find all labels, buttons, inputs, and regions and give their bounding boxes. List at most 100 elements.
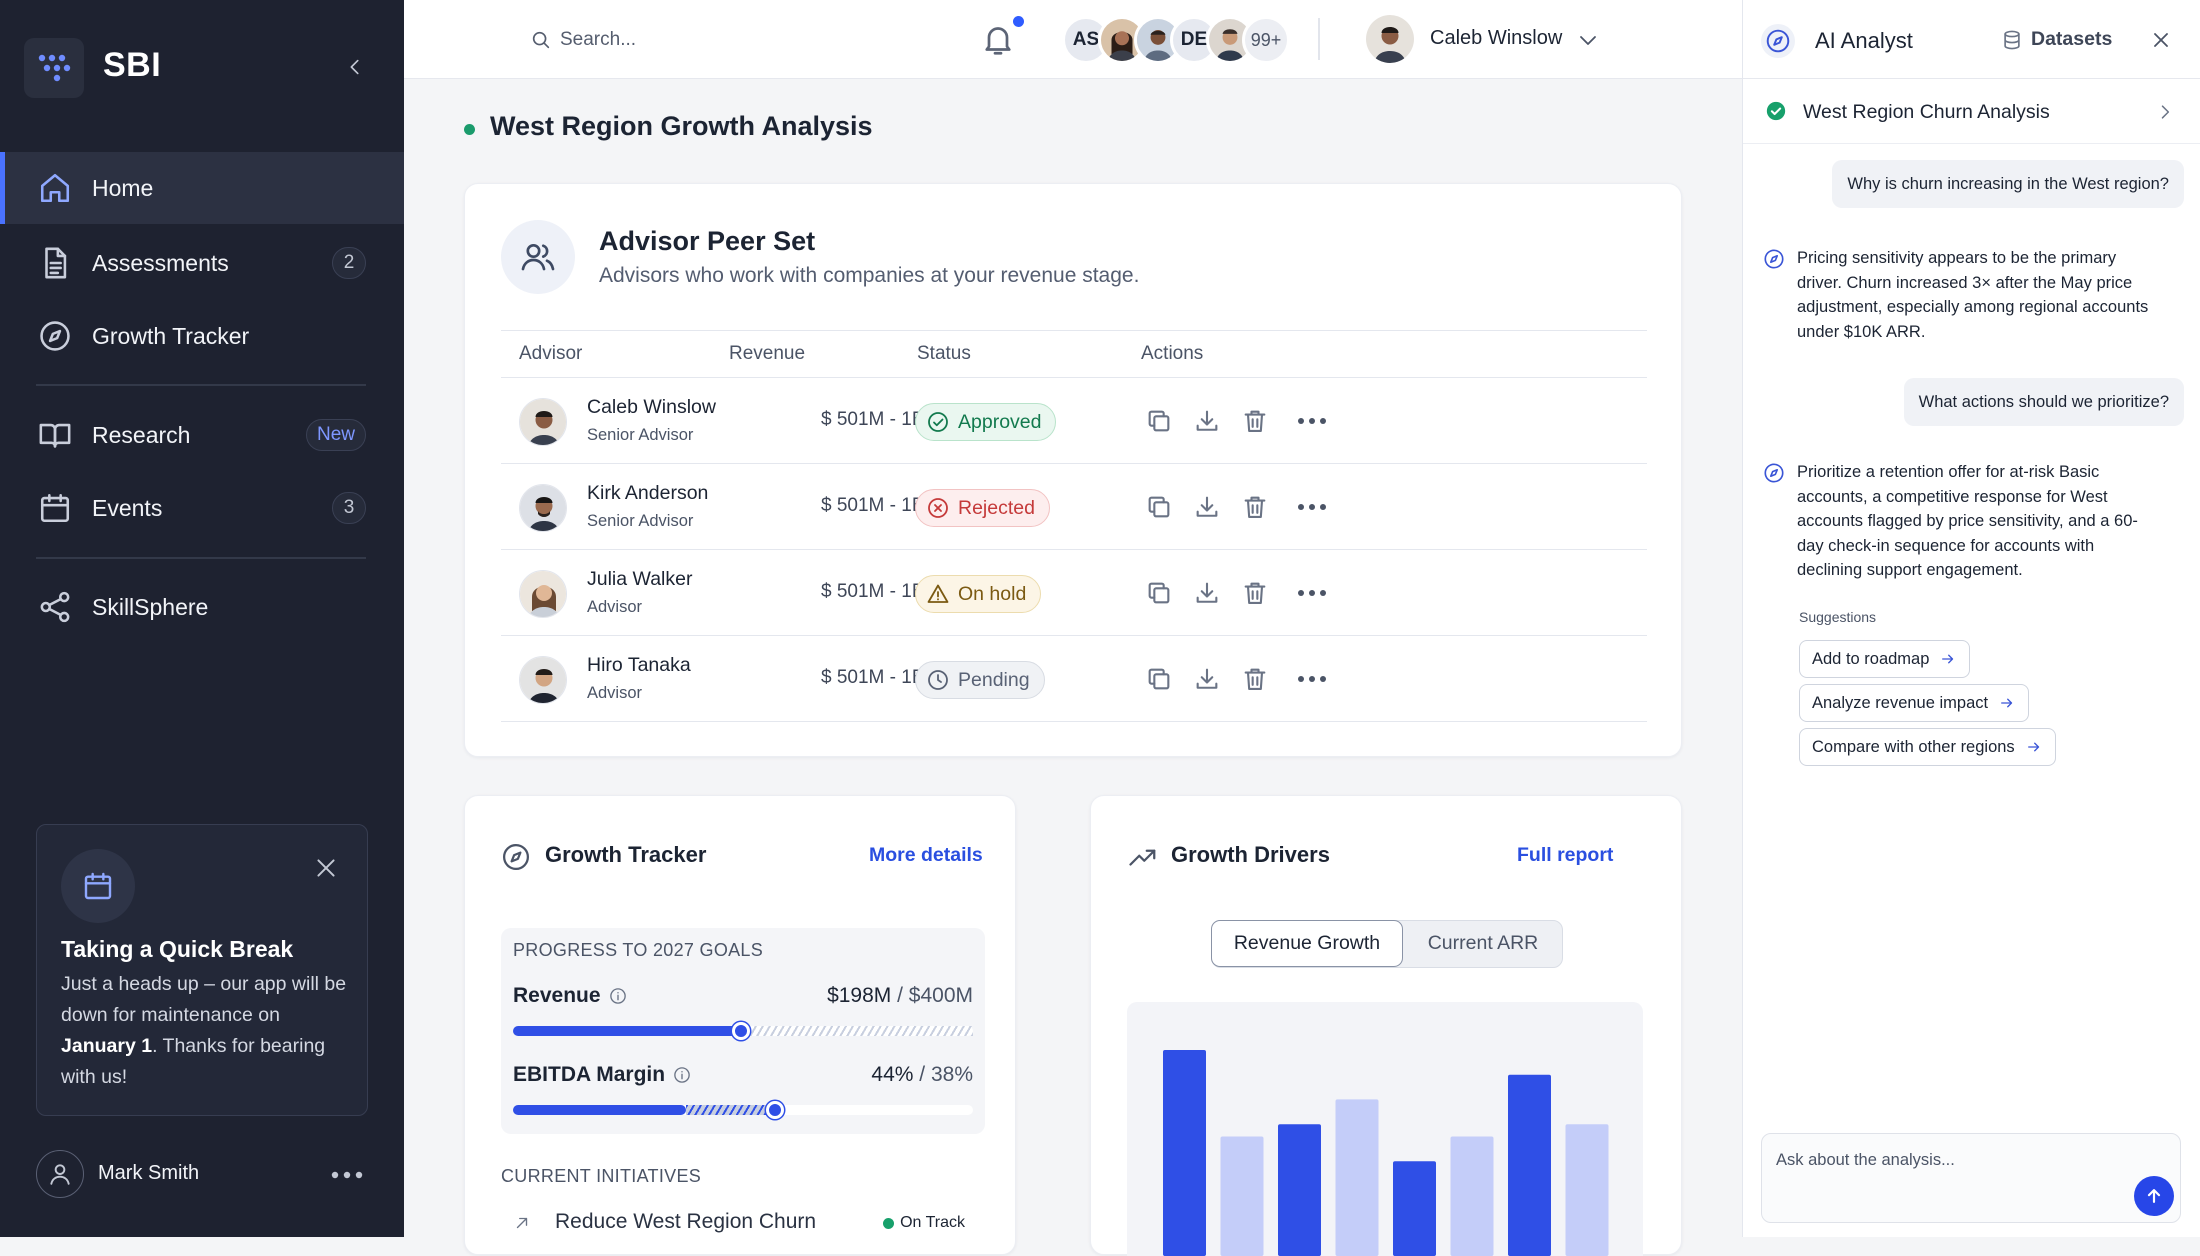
info-icon[interactable] <box>673 1066 691 1084</box>
arrow-right-icon <box>1998 694 2016 712</box>
advisor-name: Caleb Winslow <box>587 396 716 419</box>
sidebar-item-label: Assessments <box>92 250 229 277</box>
table-row: Hiro Tanaka Advisor $ 501M - 1B USD Pend… <box>501 636 1647 722</box>
sidebar-item-label: Events <box>92 495 162 522</box>
copy-icon[interactable] <box>1145 579 1173 607</box>
suggestion-chip[interactable]: Analyze revenue impact <box>1799 684 2029 722</box>
avatar <box>519 570 567 618</box>
compass-icon <box>1763 248 1785 270</box>
copy-icon[interactable] <box>1145 493 1173 521</box>
profile-avatar[interactable] <box>1366 15 1414 63</box>
goals-label: PROGRESS TO 2027 GOALS <box>513 940 763 961</box>
initiative-item[interactable]: Reduce West Region Churn On Track <box>501 1208 985 1238</box>
notice-title: Taking a Quick Break <box>61 936 293 963</box>
chart-bar <box>1278 1124 1321 1256</box>
advisor-name: Hiro Tanaka <box>587 654 691 677</box>
compass-icon <box>1761 24 1795 58</box>
trash-icon[interactable] <box>1241 493 1269 521</box>
thread-title: West Region Churn Analysis <box>1803 101 2050 124</box>
progress-knob[interactable] <box>732 1022 750 1040</box>
copy-icon[interactable] <box>1145 407 1173 435</box>
status-badge: Pending <box>915 661 1045 699</box>
trash-icon[interactable] <box>1241 407 1269 435</box>
thread-item[interactable]: West Region Churn Analysis <box>1743 80 2200 144</box>
download-icon[interactable] <box>1193 493 1221 521</box>
chevron-down-icon[interactable] <box>1576 28 1600 52</box>
database-icon <box>2001 29 2023 51</box>
card-title: Growth Tracker <box>545 842 706 868</box>
sidebar-item-assessments[interactable]: Assessments 2 <box>0 227 404 299</box>
tab-current-arr[interactable]: Current ARR <box>1404 921 1562 966</box>
download-icon[interactable] <box>1193 579 1221 607</box>
goals-progress-panel: PROGRESS TO 2027 GOALS Revenue $198M / $… <box>501 928 985 1134</box>
advisor-peer-set-card: Advisor Peer Set Advisors who work with … <box>464 183 1682 757</box>
warning-icon <box>926 582 950 606</box>
chart-bar <box>1336 1099 1379 1256</box>
divider <box>1318 18 1320 60</box>
status-badge: Approved <box>915 403 1056 441</box>
notification-bell-icon[interactable] <box>980 20 1016 58</box>
more-icon[interactable] <box>1295 490 1329 524</box>
search-input[interactable] <box>560 26 820 54</box>
sidebar-item-events[interactable]: Events 3 <box>0 472 404 544</box>
chart-bar <box>1221 1137 1264 1256</box>
column-header: Advisor <box>519 343 582 365</box>
close-icon[interactable] <box>313 855 339 881</box>
download-icon[interactable] <box>1193 407 1221 435</box>
info-icon[interactable] <box>609 987 627 1005</box>
more-icon[interactable] <box>330 1170 364 1180</box>
collapse-sidebar-icon[interactable] <box>344 56 366 78</box>
tab-revenue-growth[interactable]: Revenue Growth <box>1211 920 1403 967</box>
card-subtitle: Advisors who work with companies at your… <box>599 264 1139 288</box>
initiative-status: On Track <box>883 1214 965 1232</box>
datasets-button[interactable]: Datasets <box>2001 28 2112 51</box>
send-button[interactable] <box>2134 1176 2174 1216</box>
more-icon[interactable] <box>1295 404 1329 438</box>
column-header: Status <box>917 343 971 365</box>
more-collaborators-count: 99+ <box>1242 16 1290 64</box>
current-user[interactable]: Mark Smith <box>36 1148 368 1200</box>
profile-name[interactable]: Caleb Winslow <box>1430 27 1562 50</box>
sidebar-item-research[interactable]: Research New <box>0 399 404 471</box>
more-icon[interactable] <box>1295 662 1329 696</box>
bar-chart-svg <box>1127 1002 1643 1256</box>
metric-revenue-value: $198M / $400M <box>827 984 973 1008</box>
more-details-link[interactable]: More details <box>869 844 983 867</box>
share-icon <box>38 590 72 624</box>
suggestion-chip[interactable]: Add to roadmap <box>1799 640 1970 678</box>
advisor-role: Senior Advisor <box>587 426 693 445</box>
initiatives-label: CURRENT INITIATIVES <box>501 1166 701 1187</box>
ask-input[interactable] <box>1776 1148 2116 1172</box>
book-icon <box>38 418 72 452</box>
trash-icon[interactable] <box>1241 665 1269 693</box>
sidebar-item-skillsphere[interactable]: SkillSphere <box>0 571 404 643</box>
metric-ebitda-label: EBITDA Margin <box>513 1063 691 1087</box>
advisor-name: Kirk Anderson <box>587 482 708 505</box>
brand-name: SBI <box>103 46 161 85</box>
sidebar-item-home[interactable]: Home <box>0 152 404 224</box>
suggestion-chip[interactable]: Compare with other regions <box>1799 728 2056 766</box>
notification-dot <box>1013 16 1024 27</box>
arrow-up-icon <box>2144 1186 2164 1206</box>
progress-knob[interactable] <box>766 1101 784 1119</box>
close-icon[interactable] <box>2149 28 2173 52</box>
chart-bar <box>1163 1050 1206 1256</box>
download-icon[interactable] <box>1193 665 1221 693</box>
more-icon[interactable] <box>1295 576 1329 610</box>
status-dot <box>883 1218 894 1229</box>
avatar <box>519 656 567 704</box>
sidebar-item-label: Research <box>92 422 190 449</box>
status-badge: On hold <box>915 575 1041 613</box>
ai-panel-header: AI Analyst Datasets <box>1743 0 2200 79</box>
sidebar-item-growth-tracker[interactable]: Growth Tracker <box>0 300 404 372</box>
advisor-table: Advisor Revenue Status Actions Caleb Win… <box>501 330 1647 722</box>
status-dot <box>464 124 475 135</box>
chevron-right-icon <box>2155 102 2175 122</box>
count-badge: 3 <box>332 492 366 524</box>
ai-panel-title: AI Analyst <box>1815 28 1913 54</box>
ai-message-text: Prioritize a retention offer for at-risk… <box>1797 460 2157 583</box>
copy-icon[interactable] <box>1145 665 1173 693</box>
full-report-link[interactable]: Full report <box>1517 844 1613 867</box>
trash-icon[interactable] <box>1241 579 1269 607</box>
topbar: AS DE 99+ Caleb Winslow <box>404 0 1742 79</box>
